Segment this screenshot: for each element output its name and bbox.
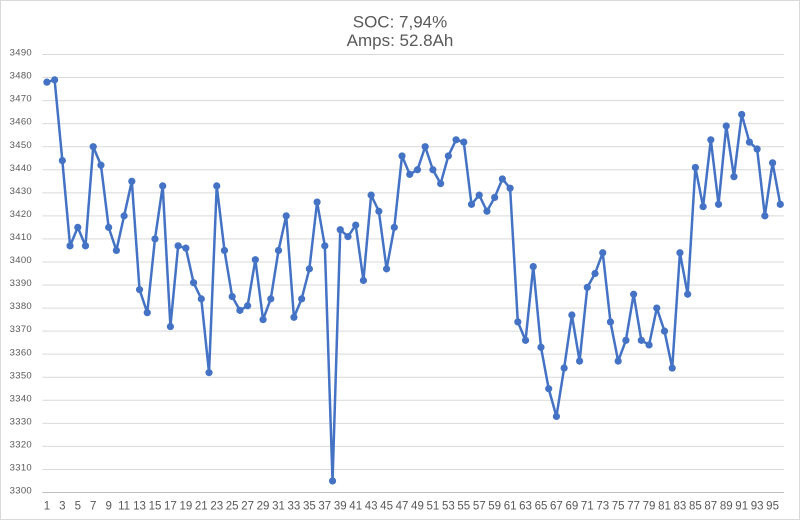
svg-text:65: 65: [535, 500, 548, 512]
svg-text:3320: 3320: [10, 439, 32, 450]
svg-text:3480: 3480: [10, 71, 32, 82]
svg-text:3330: 3330: [10, 416, 32, 427]
svg-text:19: 19: [179, 500, 192, 512]
svg-text:11: 11: [118, 500, 130, 512]
svg-text:25: 25: [226, 500, 239, 512]
svg-text:85: 85: [689, 500, 702, 512]
svg-text:3360: 3360: [10, 347, 32, 358]
svg-text:63: 63: [519, 500, 532, 512]
svg-text:13: 13: [133, 500, 146, 512]
svg-text:73: 73: [596, 500, 609, 512]
svg-text:15: 15: [149, 500, 162, 512]
svg-text:49: 49: [411, 500, 424, 512]
svg-text:7: 7: [90, 500, 96, 512]
svg-text:37: 37: [318, 500, 331, 512]
svg-text:3410: 3410: [10, 232, 32, 243]
svg-text:21: 21: [195, 500, 208, 512]
svg-text:89: 89: [720, 500, 733, 512]
svg-text:3350: 3350: [10, 370, 32, 381]
svg-text:47: 47: [396, 500, 409, 512]
svg-text:67: 67: [550, 500, 563, 512]
svg-text:95: 95: [766, 500, 779, 512]
svg-text:3420: 3420: [10, 209, 32, 220]
svg-text:23: 23: [210, 500, 223, 512]
svg-text:45: 45: [380, 500, 393, 512]
svg-text:3460: 3460: [10, 117, 32, 128]
svg-text:3430: 3430: [10, 186, 32, 197]
svg-text:51: 51: [427, 500, 440, 512]
svg-text:3400: 3400: [10, 255, 32, 266]
svg-text:3370: 3370: [10, 324, 32, 335]
svg-text:55: 55: [457, 500, 470, 512]
svg-text:29: 29: [257, 500, 270, 512]
svg-text:87: 87: [704, 500, 717, 512]
svg-text:17: 17: [164, 500, 177, 512]
svg-text:43: 43: [365, 500, 378, 512]
svg-text:3470: 3470: [10, 94, 32, 105]
svg-text:69: 69: [565, 500, 578, 512]
svg-text:79: 79: [643, 500, 656, 512]
svg-text:35: 35: [303, 500, 316, 512]
svg-text:31: 31: [272, 500, 285, 512]
svg-text:41: 41: [349, 500, 362, 512]
svg-text:75: 75: [612, 500, 625, 512]
svg-text:93: 93: [751, 500, 764, 512]
svg-text:1: 1: [44, 500, 50, 512]
svg-text:3450: 3450: [10, 140, 32, 151]
svg-text:33: 33: [288, 500, 301, 512]
svg-text:71: 71: [581, 500, 594, 512]
svg-text:39: 39: [334, 500, 347, 512]
svg-text:Amps: 52.8Ah: Amps: 52.8Ah: [347, 31, 454, 50]
svg-text:3440: 3440: [10, 163, 32, 174]
svg-text:9: 9: [105, 500, 111, 512]
svg-text:3340: 3340: [10, 393, 32, 404]
svg-text:3490: 3490: [10, 48, 32, 59]
svg-text:3390: 3390: [10, 278, 32, 289]
svg-text:61: 61: [504, 500, 517, 512]
svg-text:3: 3: [59, 500, 65, 512]
svg-text:3310: 3310: [10, 463, 32, 474]
svg-text:27: 27: [241, 500, 254, 512]
svg-text:77: 77: [627, 500, 640, 512]
svg-text:5: 5: [75, 500, 81, 512]
svg-text:59: 59: [488, 500, 501, 512]
svg-text:57: 57: [473, 500, 486, 512]
svg-text:3300: 3300: [10, 486, 32, 497]
svg-text:53: 53: [442, 500, 455, 512]
svg-text:91: 91: [735, 500, 748, 512]
svg-text:83: 83: [674, 500, 687, 512]
svg-text:SOC: 7,94%: SOC: 7,94%: [353, 13, 448, 32]
svg-text:3380: 3380: [10, 301, 32, 312]
svg-text:81: 81: [658, 500, 671, 512]
